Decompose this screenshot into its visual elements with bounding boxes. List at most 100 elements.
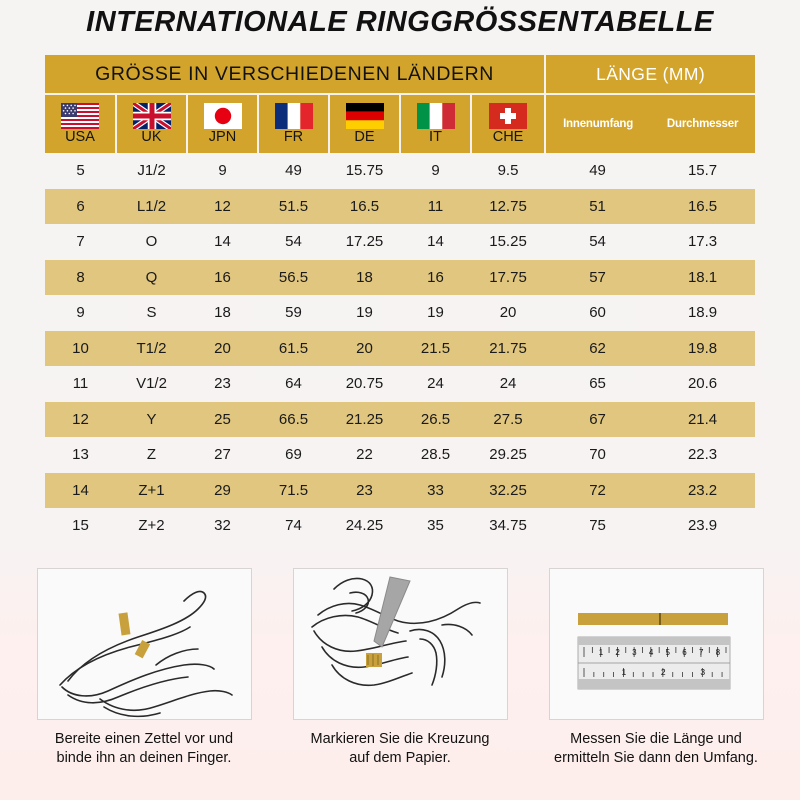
table-cell: 15.25 [489, 233, 527, 251]
column-header-innenumfang: Innenumfang [545, 94, 651, 153]
ruler-cm-label: 8 [715, 648, 720, 657]
table-cell: 22.3 [687, 446, 718, 464]
ruler-inch-label: 1 [621, 667, 626, 677]
table-cell: 11 [72, 375, 89, 393]
table-cell: Q [116, 259, 187, 295]
table-row: 8 Q 16 56.5 18 16 17.75 57 18.1 [45, 259, 756, 295]
table-cell: 9.5 [497, 162, 519, 180]
table-cell: T1/2 [116, 330, 187, 366]
table-cell: 29 [187, 472, 258, 508]
table-cell: 8 [45, 259, 116, 295]
table-column-header-row: USA UK [45, 94, 756, 153]
table-cell: 13 [72, 446, 89, 464]
table-cell: 32 [214, 517, 231, 535]
instructions-section: Bereite einen Zettel vor und binde ihn a… [0, 568, 800, 768]
table-group-header-row: GRÖSSE IN VERSCHIEDENEN LÄNDERN LÄNGE (M… [45, 55, 756, 95]
ruler-measuring-strip-image: 1 2 3 4 5 6 7 8 1 2 3 [548, 568, 764, 720]
table-cell: 51.5 [258, 188, 329, 224]
column-label-de: DE [354, 129, 375, 145]
instruction-step-2: Markieren Sie die Kreuzung auf dem Papie… [277, 568, 523, 768]
table-cell: 21.5 [400, 330, 471, 366]
column-header-usa: USA [45, 94, 117, 153]
table-cell: 5 [76, 162, 85, 180]
table-row: 5 J1/2 9 49 15.75 9 9.5 49 15.7 [45, 153, 755, 189]
table-cell: 19 [356, 304, 373, 322]
table-cell: 64 [285, 375, 302, 393]
group-header-length: LÄNGE (MM) [545, 55, 756, 95]
table-cell: 20.75 [345, 375, 384, 393]
table-cell: 24.25 [345, 517, 384, 535]
table-cell: 23.2 [650, 472, 756, 508]
table-cell: 24 [499, 375, 517, 393]
table-cell: Z [146, 446, 157, 464]
table-cell: 66.5 [258, 401, 329, 437]
column-header-de: DE [329, 94, 401, 153]
table-cell: 69 [285, 446, 302, 464]
table-cell: 22 [356, 446, 373, 464]
table-cell: 33 [400, 472, 471, 508]
table-cell: 70 [589, 446, 606, 464]
table-cell: 60 [589, 304, 606, 322]
table-row: 12 Y 25 66.5 21.25 26.5 27.5 67 21.4 [45, 401, 756, 437]
table-cell: 61.5 [258, 330, 329, 366]
table-cell: Z+2 [138, 517, 165, 535]
table-cell: 17.75 [471, 259, 546, 295]
column-label-it: IT [429, 129, 442, 145]
table-cell: 19 [427, 304, 444, 322]
table-cell: 23 [329, 472, 400, 508]
column-label-jpn: JPN [208, 129, 237, 145]
table-cell: 67 [545, 401, 651, 437]
hand-marking-with-pen-icon [310, 576, 481, 687]
table-cell: 15.7 [687, 162, 718, 180]
hand-with-paper-strip-icon [58, 590, 233, 718]
table-cell: 16.5 [329, 188, 400, 224]
table-cell: 6 [45, 188, 116, 224]
table-cell: 62 [545, 330, 651, 366]
ruler-cm-label: 2 [615, 648, 620, 657]
column-label-fr: FR [283, 129, 304, 145]
ruler-cm-label: 3 [632, 648, 637, 657]
table-cell: 14 [427, 233, 444, 251]
table-row: 11 V1/2 23 64 20.75 24 24 65 20.6 [45, 366, 755, 402]
table-cell: 49 [285, 162, 302, 180]
table-cell: 20 [329, 330, 400, 366]
table-body: 5 J1/2 9 49 15.75 9 9.5 49 15.7 6 L1/2 12 51.5 16.5 11… [45, 153, 756, 544]
column-label-che: CHE [492, 129, 524, 145]
table-cell: 16.5 [650, 188, 756, 224]
table-cell: S [146, 304, 157, 322]
column-header-it: IT [400, 94, 472, 153]
instruction-step-3: 1 2 3 4 5 6 7 8 1 2 3 Messen Sie die Länge und er… [533, 568, 779, 768]
table-cell: 21.25 [329, 401, 400, 437]
table-cell: 10 [45, 330, 116, 366]
flag-japan-icon [203, 103, 242, 129]
table-cell: 18 [214, 304, 231, 322]
table-row: 10 T1/2 20 61.5 20 21.5 21.75 62 19.8 [45, 330, 756, 366]
column-header-durchmesser: Durchmesser [650, 94, 756, 153]
table-cell: 21.4 [650, 401, 756, 437]
table-cell: L1/2 [116, 188, 187, 224]
table-cell: 14 [214, 233, 231, 251]
column-header-fr: FR [258, 94, 330, 153]
table-cell: 74 [285, 517, 302, 535]
column-header-che: CHE [471, 94, 547, 153]
table-cell: 11 [400, 188, 471, 224]
ring-size-table-container: GRÖSSE IN VERSCHIEDENEN LÄNDERN LÄNGE (M… [45, 55, 756, 544]
instruction-step-1: Bereite einen Zettel vor und binde ihn a… [21, 568, 267, 768]
ring-size-table: GRÖSSE IN VERSCHIEDENEN LÄNDERN LÄNGE (M… [45, 55, 756, 544]
table-cell: 75 [589, 517, 606, 535]
hand-marking-with-pen-image [292, 568, 508, 720]
table-cell: 54 [285, 233, 302, 251]
table-row: 9 S 18 59 19 19 20 60 18.9 [45, 295, 755, 331]
ruler-cm-label: 1 [598, 648, 603, 657]
table-cell: 12.75 [471, 188, 546, 224]
table-cell: 15.75 [345, 162, 384, 180]
flag-italy-icon [416, 103, 455, 129]
ruler-cm-label: 4 [648, 648, 653, 657]
table-cell: 9 [431, 162, 440, 180]
table-cell: 7 [76, 233, 85, 251]
table-cell: 19.8 [650, 330, 756, 366]
table-cell: 18.1 [650, 259, 756, 295]
table-cell: 12 [45, 401, 116, 437]
table-cell: 16 [400, 259, 471, 295]
